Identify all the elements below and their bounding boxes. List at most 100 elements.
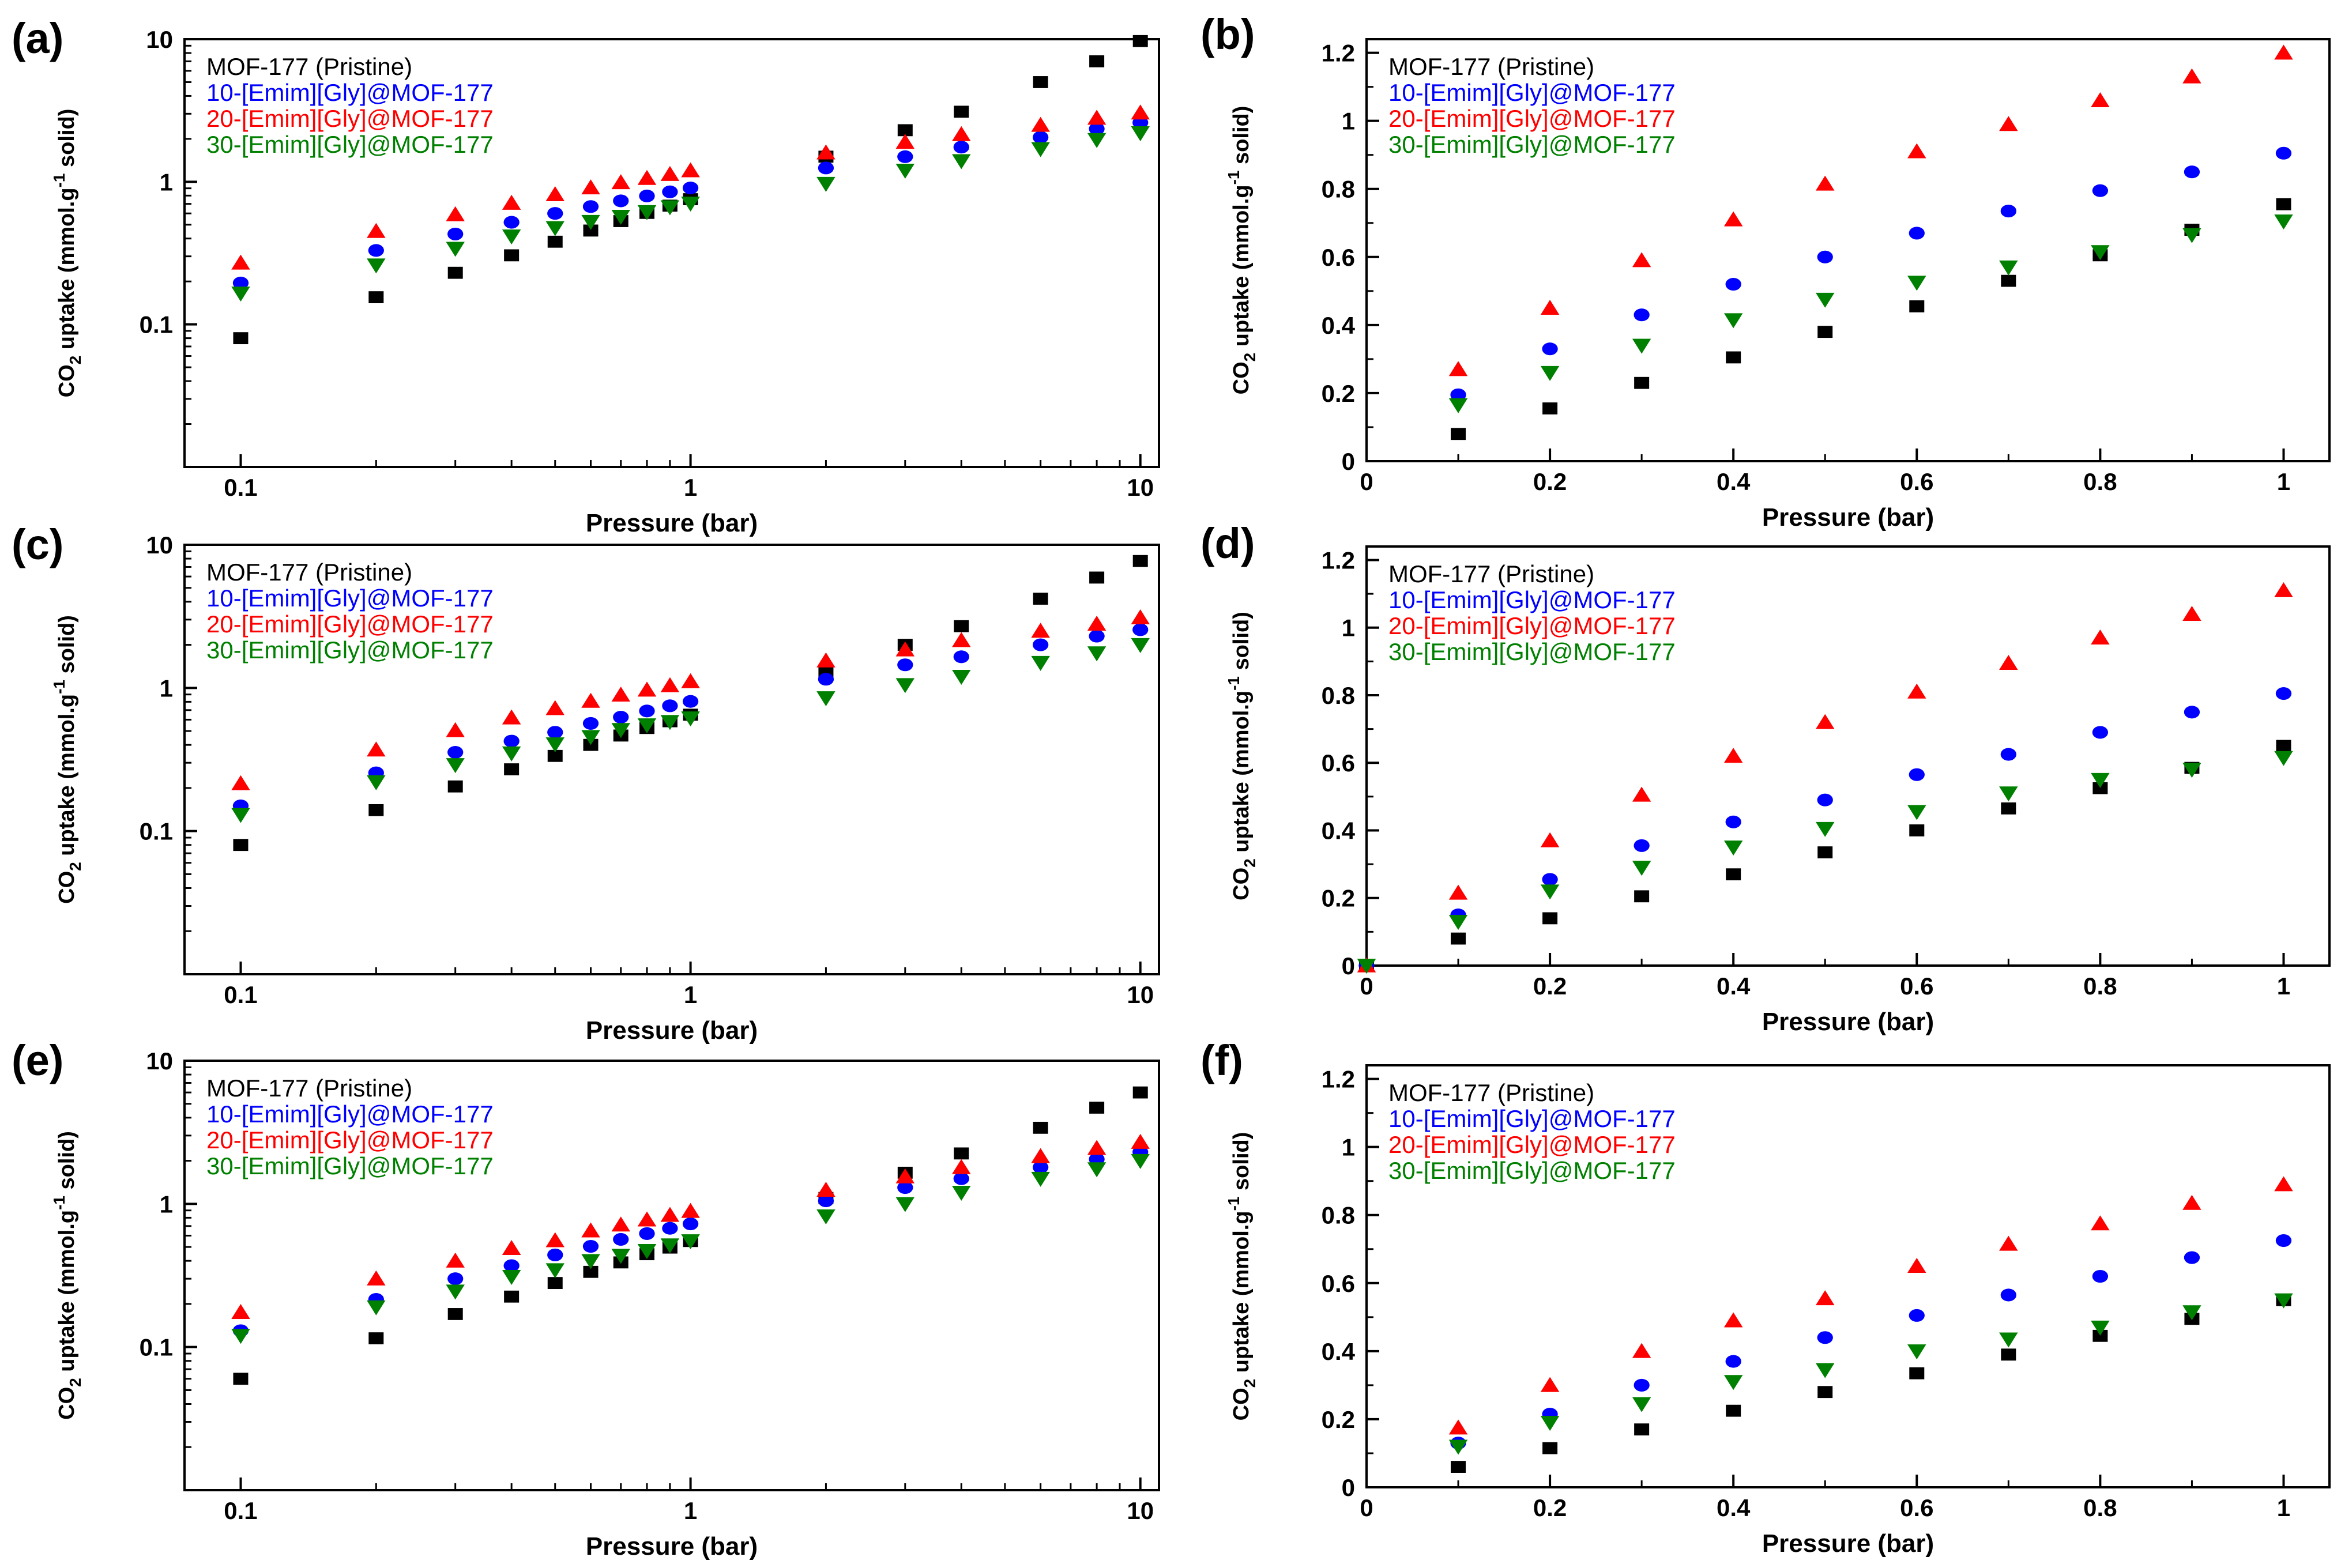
legend-entry: MOF-177 (Pristine) [1388,53,1594,80]
y-tick-label: 1 [1342,615,1355,642]
data-point [952,154,971,169]
data-point [447,780,463,793]
data-point [2276,198,2291,210]
y-tick-label: 0.8 [1322,682,1355,709]
y-axis-label-part: uptake (mmol.g [1229,1211,1254,1378]
data-point [682,1217,699,1231]
data-point [545,1263,564,1279]
data-point [953,1172,969,1185]
data-point [545,221,564,236]
panel-e: (e) 0.1 1 10 0.1 1 10 Pressure (bar) CO2 uptake … [12,1036,1160,1561]
data-point [2182,228,2201,243]
data-point [545,186,564,202]
y-tick-label: 0 [1342,448,1355,475]
data-point [581,1254,600,1269]
y-tick-label: 10 [146,532,173,559]
data-point [1999,116,2018,131]
data-point [1087,110,1106,125]
data-point [1632,338,1651,354]
data-point [1089,571,1105,584]
panel-f: (f) 0 0.2 0.4 0.6 0.8 1 0 0.2 0.4 0.6 0.8 1 1.2 Pressu… [1200,1036,2331,1558]
y-axis-label-part: -1 [50,1196,68,1210]
y-tick-label: 1 [1342,108,1355,135]
x-tick-label: 0.1 [224,1497,257,1524]
data-point [233,332,249,345]
data-point [582,717,599,730]
data-point [2000,205,2016,218]
data-point [1131,638,1150,653]
data-point [818,161,834,175]
data-point [816,1209,835,1225]
panel-label: (f) [1200,1036,1243,1084]
data-point [1132,35,1148,47]
data-point [1815,821,1835,837]
y-axis-label-part: -1 [1225,1197,1243,1211]
data-point [1033,593,1048,605]
data-point [1087,1162,1106,1178]
data-point [1632,861,1651,876]
y-axis-label: CO2 uptake (mmol.g-1 solid) [1225,612,1259,900]
y-tick-label: 0.8 [1322,1202,1355,1229]
series-4 [1448,1293,2293,1455]
data-point [954,1147,969,1160]
data-point [1907,805,1926,820]
data-point [1357,959,1376,974]
y-tick-label: 0.4 [1322,1338,1356,1365]
plot-frame [1365,38,2331,462]
data-point [1132,1086,1148,1099]
data-point [367,741,386,757]
y-axis-label-part: solid) [1229,1132,1254,1197]
data-point [613,194,629,208]
data-point [818,1194,834,1208]
series-2 [232,623,1149,812]
data-point [1089,122,1105,135]
data-point [1448,1439,1468,1455]
data-point [1999,1235,2018,1251]
plot-frame [183,1060,1160,1491]
x-tick-label: 0.6 [1900,468,1933,495]
data-point [897,150,913,163]
data-point [637,205,657,220]
data-point [1448,398,1468,413]
y-axis-label-part: uptake (mmol.g [1229,184,1254,352]
data-point [1634,1423,1650,1436]
data-point [681,197,700,212]
data-point [1723,211,1743,227]
data-point [582,200,599,213]
data-point [2274,1176,2293,1192]
data-point [447,1272,464,1286]
series-3 [1448,1176,2293,1435]
data-point [2274,751,2293,766]
data-point [1999,260,2018,276]
data-point [1817,793,1833,806]
data-point [637,1211,657,1227]
data-point [1817,1331,1833,1344]
data-point [613,710,629,724]
data-point [1632,252,1651,267]
data-point [502,229,521,245]
data-point [2092,184,2109,197]
data-point [1815,1363,1835,1378]
legend-entry: 30-[Emim][Gly]@MOF-177 [206,1152,494,1179]
y-axis-label-part: uptake (mmol.g [55,187,79,355]
data-point [1131,1133,1150,1149]
data-point [816,1181,835,1197]
data-point [1907,143,1926,159]
y-tick-label: 0.6 [1322,244,1355,271]
y-tick-label: 0.4 [1322,312,1356,339]
legend-entry: 10-[Emim][Gly]@MOF-177 [206,1100,494,1128]
data-point [1634,1378,1650,1392]
data-point [1131,1154,1150,1169]
data-point [1723,1375,1743,1390]
data-point [232,276,249,289]
y-tick-label: 1.2 [1322,546,1355,574]
data-point [233,1373,249,1385]
y-axis-label-part: solid) [55,1131,79,1196]
data-point [1542,342,1558,356]
data-point [367,223,386,238]
y-tick-label: 0.1 [140,311,173,338]
data-point [1087,646,1106,662]
panel-a: (a) 0.1 1 10 0.1 1 10 Pressure (bar) CO2 uptake … [12,14,1160,537]
x-tick-label: 0.2 [1533,468,1567,495]
data-point [1087,1140,1106,1155]
